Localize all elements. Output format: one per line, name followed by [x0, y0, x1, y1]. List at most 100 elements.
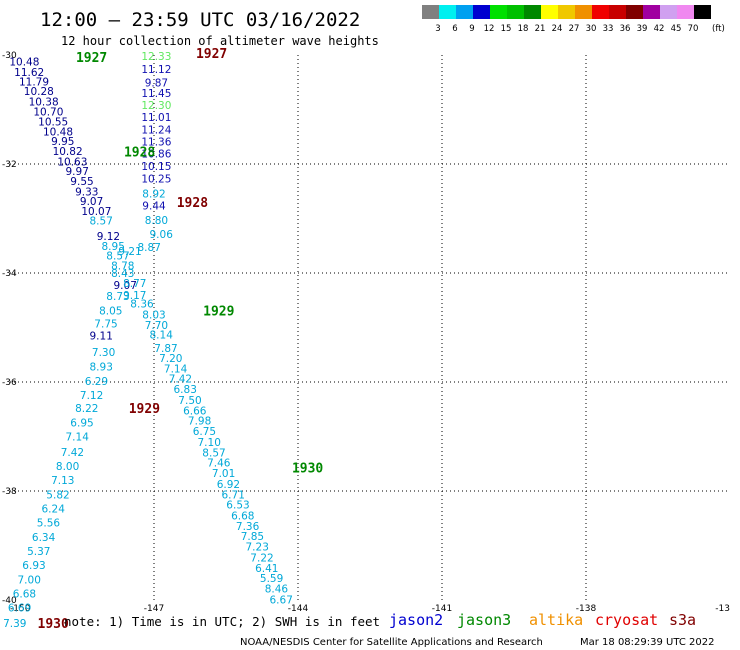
- legend-swatch: [490, 5, 507, 19]
- time-labels: 1927 1927 1928 1928 1929 1929 1930 1930: [38, 47, 324, 632]
- data-point-label: 7.50: [178, 395, 201, 407]
- data-point-label: 8.00: [56, 461, 79, 473]
- legend-swatch: [643, 5, 660, 19]
- data-point-label: 7.22: [250, 552, 273, 564]
- data-point-label: 7.42: [169, 374, 192, 386]
- x-tick-label: -147: [144, 604, 164, 614]
- data-point-label: 11.45: [141, 88, 171, 100]
- data-point-label: 7.10: [198, 437, 221, 449]
- legend-swatch: [609, 5, 626, 19]
- data-point-label: 11.24: [141, 125, 171, 137]
- data-point-label: 8.14: [150, 330, 174, 342]
- data-point-label: 7.87: [154, 343, 177, 355]
- data-point-label: 7.98: [188, 416, 211, 428]
- footer-credit: NOAA/NESDIS Center for Satellite Applica…: [240, 637, 543, 648]
- data-point-label: 10.82: [53, 146, 83, 158]
- x-tick-label: -141: [432, 604, 452, 614]
- legend-swatch: [439, 5, 456, 19]
- data-point-label: 6.53: [226, 500, 249, 512]
- data-point-label: 9.95: [51, 136, 74, 148]
- data-point-label: 6.67: [270, 594, 293, 606]
- footer-note: note: 1) Time is in UTC; 2) SWH is in fe…: [64, 614, 380, 629]
- data-points: 10.4811.6211.7910.2810.3810.7010.5510.48…: [3, 51, 293, 630]
- x-tick-label: -144: [288, 604, 309, 614]
- legend-swatch: [422, 5, 439, 19]
- data-point-label: 10.48: [9, 57, 39, 69]
- data-point-label: 8.57: [90, 216, 113, 228]
- data-point-label: 8.05: [99, 306, 122, 318]
- color-legend: 3 6 9 12 15 18 21 24 27 30 33 36 39 42 45 70: [422, 5, 711, 34]
- data-point-label: 7.85: [241, 531, 264, 543]
- data-point-label: 10.55: [38, 116, 68, 128]
- data-point-label: 9.55: [70, 176, 93, 188]
- y-tick-label: -40: [2, 596, 17, 606]
- time-label: 1930: [292, 462, 323, 477]
- data-point-label: 7.14: [164, 363, 188, 375]
- x-axis-ticks: -150 -147 -144 -141 -138 -13: [10, 604, 730, 614]
- y-axis-ticks: -30 -32 -34 -36 -38 -40: [2, 51, 17, 606]
- legend-swatch: [473, 5, 490, 19]
- data-point-label: 6.95: [70, 417, 93, 429]
- data-point-label: 10.48: [43, 126, 73, 138]
- legend-swatch: [524, 5, 541, 19]
- y-tick-label: -36: [2, 378, 17, 388]
- legend-label: 6: [452, 24, 457, 34]
- legend-swatch: [660, 5, 677, 19]
- legend-swatch: [575, 5, 592, 19]
- legend-label: 30: [586, 24, 597, 34]
- data-point-label: 8.36: [130, 299, 154, 311]
- satellite-name: jason3: [457, 611, 511, 629]
- x-tick-label: -138: [576, 604, 597, 614]
- y-tick-label: -38: [2, 487, 17, 497]
- legend-label: 18: [518, 24, 529, 34]
- data-point-label: 7.46: [207, 458, 231, 470]
- data-point-label: 10.63: [57, 156, 87, 168]
- data-point-label: 8.95: [102, 241, 125, 253]
- data-point-label: 7.14: [66, 432, 90, 444]
- satellite-name: altika: [529, 611, 583, 629]
- data-point-label: 9.12: [97, 231, 120, 243]
- legend-label: 45: [671, 24, 682, 34]
- legend-swatch: [558, 5, 575, 19]
- data-point-label: 8.43: [111, 268, 134, 280]
- data-point-label: 5.59: [260, 573, 283, 585]
- data-point-label: 9.11: [90, 331, 113, 343]
- legend-label: 21: [535, 24, 546, 34]
- data-point-label: 7.42: [61, 447, 84, 459]
- data-point-label: 10.86: [141, 149, 171, 161]
- data-point-label: 7.75: [94, 319, 117, 331]
- legend-swatch: [677, 5, 694, 19]
- data-point-label: 10.38: [29, 96, 59, 108]
- legend-swatch: [456, 5, 473, 19]
- data-point-label: 9.87: [145, 77, 168, 89]
- satellite-name: s3a: [669, 611, 696, 629]
- data-point-label: 9.97: [66, 166, 89, 178]
- satellite-name: cryosat: [595, 611, 658, 629]
- data-point-label: 10.15: [141, 161, 171, 173]
- time-label: 1927: [196, 47, 227, 62]
- data-point-label: 7.12: [80, 390, 103, 402]
- data-point-label: 8.87: [138, 242, 161, 254]
- legend-swatch: [592, 5, 609, 19]
- data-point-label: 7.39: [3, 618, 26, 630]
- legend-label: 3: [435, 24, 440, 34]
- data-point-label: 11.01: [141, 112, 171, 124]
- data-point-label: 9.06: [150, 229, 174, 241]
- satellite-legend: jason2 jason3 altika cryosat s3a: [389, 611, 696, 629]
- data-point-label: 12.30: [141, 100, 171, 112]
- data-point-label: 5.37: [27, 546, 50, 558]
- data-point-label: 6.93: [22, 560, 45, 572]
- data-point-label: 7.20: [159, 353, 182, 365]
- data-point-label: 7.13: [51, 475, 74, 487]
- data-point-label: 8.46: [265, 584, 289, 596]
- data-point-label: 9.07: [114, 280, 137, 292]
- x-tick-label: -150: [10, 604, 31, 614]
- satellite-name: jason2: [389, 611, 443, 629]
- data-point-label: 8.92: [142, 188, 165, 200]
- data-point-label: 6.69: [8, 603, 31, 615]
- data-point-label: 9.17: [123, 290, 146, 302]
- data-point-label: 5.82: [46, 489, 69, 501]
- data-point-label: 8.57: [106, 251, 129, 263]
- data-point-label: 9.33: [75, 186, 98, 198]
- legend-swatch: [541, 5, 558, 19]
